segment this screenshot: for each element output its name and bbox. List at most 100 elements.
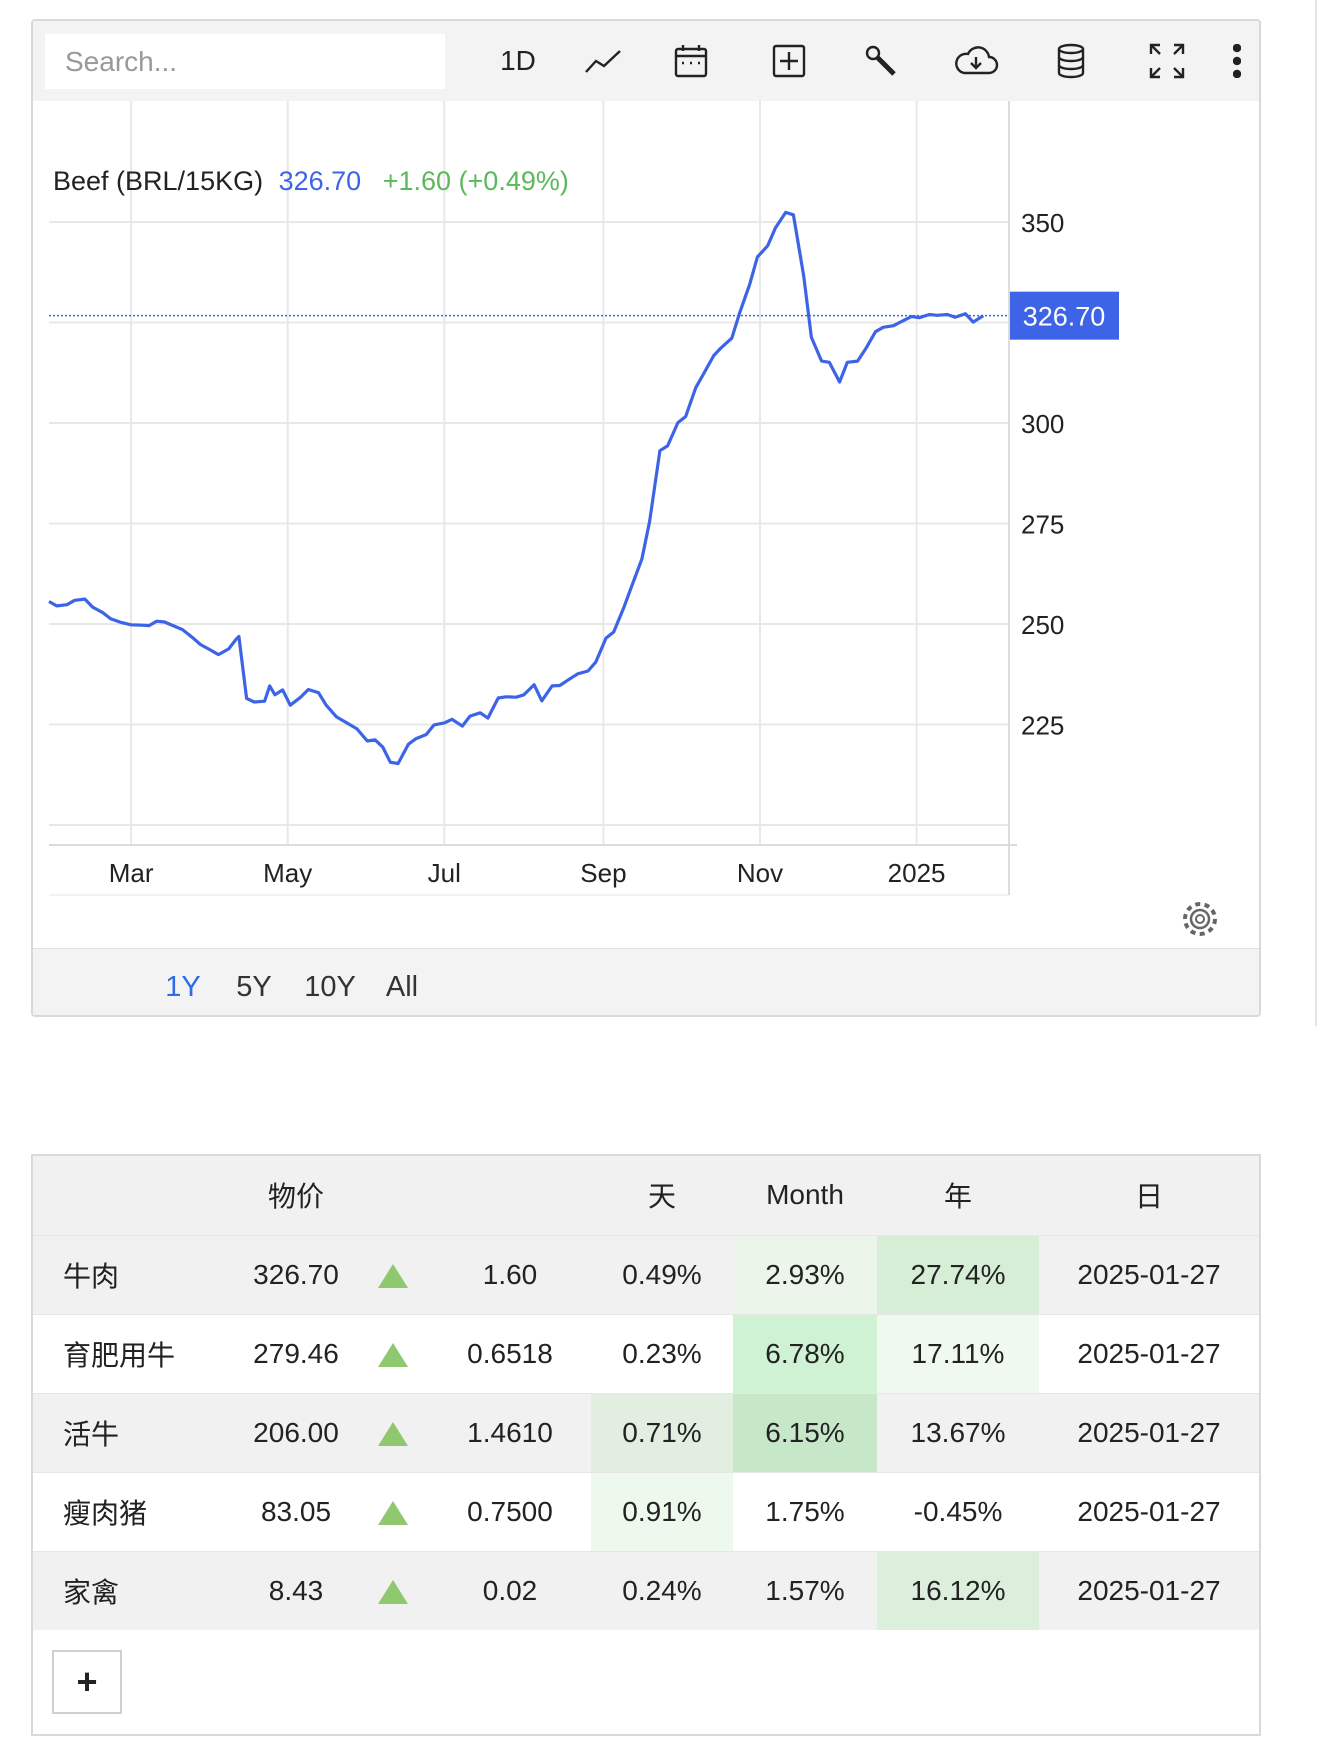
change-cell: 0.6518 <box>467 1337 553 1369</box>
range-button-all[interactable]: All <box>385 971 419 1003</box>
header-arrow <box>357 1156 429 1235</box>
chart-legend: Beef (BRL/15KG) 326.70 +1.60 (+0.49%) <box>53 166 569 196</box>
header-day: 天 <box>647 1181 676 1213</box>
legend-name: Beef (BRL/15KG) <box>53 166 263 196</box>
y-tick-label: 300 <box>1021 409 1064 439</box>
interval-button[interactable]: 1D <box>500 45 536 76</box>
chart-toolbar: 1D <box>33 21 1259 101</box>
x-tick-label: Sep <box>580 858 626 888</box>
x-tick-label: Jul <box>428 858 461 888</box>
more-vert-icon[interactable] <box>1217 35 1257 87</box>
table-row[interactable]: 牛肉 326.70 1.60 0.49% 2.93% 27.74% 2025-01-27 <box>33 1235 1259 1314</box>
day-pct-cell: 0.49% <box>622 1258 702 1290</box>
table-header-row: 物价 天 Month 年 日 <box>33 1156 1259 1235</box>
last-price-label: 326.70 <box>1023 302 1106 332</box>
line-chart-icon[interactable] <box>573 35 633 87</box>
up-arrow-icon <box>357 1314 429 1393</box>
cloud-download-icon[interactable] <box>941 35 1011 87</box>
header-change <box>429 1156 591 1235</box>
price-chart[interactable]: 225 250 275 300 350 Mar May Jul Sep Nov 2025 326.70… <box>33 101 1261 948</box>
commodity-name[interactable]: 育肥用牛 <box>63 1339 176 1371</box>
table-row[interactable]: 瘦肉猪 83.05 0.7500 0.91% 1.75% -0.45% 2025-01-27 <box>33 1472 1259 1551</box>
month-pct-cell: 6.15% <box>733 1393 877 1472</box>
price-cell: 8.43 <box>268 1574 324 1606</box>
year-pct-cell: 16.12% <box>877 1551 1039 1630</box>
price-cell: 279.46 <box>253 1337 339 1369</box>
commodity-name[interactable]: 牛肉 <box>63 1260 120 1292</box>
change-cell: 0.02 <box>482 1574 538 1606</box>
up-arrow-icon <box>357 1551 429 1630</box>
last-price-badge <box>1010 291 1119 340</box>
x-tick-label: Nov <box>737 858 783 888</box>
y-tick-label: 250 <box>1021 610 1064 640</box>
month-pct-cell: 6.78% <box>733 1314 877 1393</box>
up-triangle-icon <box>378 1422 408 1447</box>
commodity-name[interactable]: 活牛 <box>63 1418 120 1450</box>
fullscreen-icon[interactable] <box>1137 35 1197 87</box>
price-series-line <box>48 210 985 766</box>
header-blank <box>33 1156 235 1235</box>
up-triangle-icon <box>378 1580 408 1605</box>
table-row[interactable]: 育肥用牛 279.46 0.6518 0.23% 6.78% 17.11% 2025-01-… <box>33 1314 1259 1393</box>
price-cell: 206.00 <box>253 1416 339 1448</box>
header-month: Month <box>766 1179 844 1211</box>
commodities-table-card: 物价 天 Month 年 日 牛肉 326.70 1.60 0.49% 2.93% 27.… <box>31 1154 1261 1736</box>
settings-gear-icon[interactable] <box>1183 902 1217 936</box>
up-arrow-icon <box>357 1472 429 1551</box>
header-date: 日 <box>1134 1181 1163 1213</box>
day-pct-cell: 0.23% <box>622 1337 702 1369</box>
commodity-name[interactable]: 瘦肉猪 <box>63 1497 148 1529</box>
add-box-icon[interactable] <box>759 35 819 87</box>
range-button-10y[interactable]: 10Y <box>304 971 356 1003</box>
change-cell: 1.4610 <box>467 1416 553 1448</box>
date-cell: 2025-01-27 <box>1077 1337 1221 1369</box>
add-row-button[interactable]: + <box>52 1650 122 1714</box>
x-tick-label: Mar <box>109 858 154 888</box>
y-tick-label: 225 <box>1021 711 1064 741</box>
chart-widget: 1D 225 250 275 300 350 Mar May Jul Sep Nov 2025 326… <box>31 19 1261 1017</box>
y-tick-label: 350 <box>1021 208 1064 238</box>
year-pct-cell: 13.67% <box>877 1393 1039 1472</box>
up-arrow-icon <box>357 1393 429 1472</box>
day-pct-cell: 0.91% <box>591 1472 733 1551</box>
up-triangle-icon <box>378 1343 408 1368</box>
year-pct-cell: 17.11% <box>877 1314 1039 1393</box>
date-cell: 2025-01-27 <box>1077 1416 1221 1448</box>
price-cell: 83.05 <box>260 1495 332 1527</box>
legend-price: 326.70 <box>279 166 362 196</box>
range-selector: 1Y 5Y 10Y All <box>33 948 1259 1015</box>
commodity-name[interactable]: 家禽 <box>63 1576 120 1608</box>
table-row[interactable]: 家禽 8.43 0.02 0.24% 1.57% 16.12% 2025-01-27 <box>33 1551 1259 1630</box>
y-tick-label: 275 <box>1021 510 1064 540</box>
month-pct-cell: 2.93% <box>733 1235 877 1314</box>
change-cell: 1.60 <box>482 1258 538 1290</box>
database-icon[interactable] <box>1041 35 1101 87</box>
change-cell: 0.7500 <box>467 1495 553 1527</box>
year-pct-cell: -0.45% <box>913 1495 1003 1527</box>
up-triangle-icon <box>378 1501 408 1526</box>
year-pct-cell: 27.74% <box>877 1235 1039 1314</box>
date-cell: 2025-01-27 <box>1077 1258 1221 1290</box>
table-row[interactable]: 活牛 206.00 1.4610 0.71% 6.15% 13.67% 2025-01-27 <box>33 1393 1259 1472</box>
up-arrow-icon <box>357 1235 429 1314</box>
header-year: 年 <box>943 1181 972 1213</box>
up-triangle-icon <box>378 1264 408 1289</box>
search-input[interactable] <box>45 34 445 89</box>
page-divider <box>1315 0 1317 1026</box>
day-pct-cell: 0.71% <box>591 1393 733 1472</box>
day-pct-cell: 0.24% <box>622 1574 702 1606</box>
month-pct-cell: 1.57% <box>765 1574 845 1606</box>
legend-change: +1.60 (+0.49%) <box>383 166 569 196</box>
commodities-table: 物价 天 Month 年 日 牛肉 326.70 1.60 0.49% 2.93% 27.… <box>33 1156 1259 1630</box>
date-cell: 2025-01-27 <box>1077 1495 1221 1527</box>
price-cell: 326.70 <box>253 1258 339 1290</box>
header-price: 物价 <box>267 1181 324 1213</box>
wrench-icon[interactable] <box>851 35 911 87</box>
calendar-icon[interactable] <box>661 35 721 87</box>
x-tick-label: 2025 <box>888 858 946 888</box>
range-button-1y[interactable]: 1Y <box>147 949 219 1015</box>
range-button-5y[interactable]: 5Y <box>236 971 272 1003</box>
month-pct-cell: 1.75% <box>765 1495 845 1527</box>
date-cell: 2025-01-27 <box>1077 1574 1221 1606</box>
x-tick-label: May <box>263 858 312 888</box>
